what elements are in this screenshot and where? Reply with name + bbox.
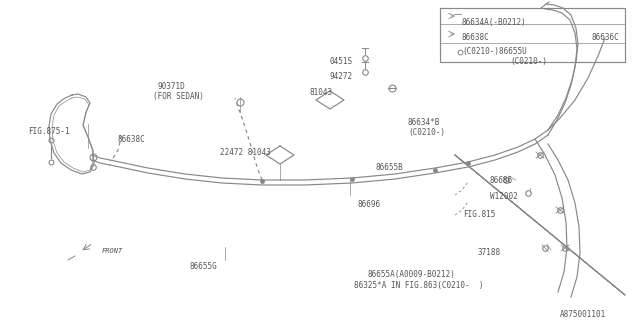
Text: 22472 81043: 22472 81043 xyxy=(220,148,271,157)
Text: 86686: 86686 xyxy=(490,176,513,185)
Text: 0451S: 0451S xyxy=(330,57,353,66)
Text: (C0210-): (C0210-) xyxy=(510,57,547,66)
Text: W12002: W12002 xyxy=(490,192,518,201)
Text: (C0210-)86655U: (C0210-)86655U xyxy=(462,47,527,56)
Text: 94272: 94272 xyxy=(330,72,353,81)
Text: 86638C: 86638C xyxy=(462,33,490,42)
Text: 86638C: 86638C xyxy=(118,135,146,144)
Text: 86634*B: 86634*B xyxy=(408,118,440,127)
Text: FIG.875-1: FIG.875-1 xyxy=(28,127,70,136)
Text: (C0210-): (C0210-) xyxy=(408,128,445,137)
Text: FIG.815: FIG.815 xyxy=(463,210,495,219)
Text: A875001101: A875001101 xyxy=(560,310,606,319)
Text: 86655B: 86655B xyxy=(375,163,403,172)
Text: 86696: 86696 xyxy=(358,200,381,209)
Text: 86636C: 86636C xyxy=(592,33,620,42)
Text: 81043: 81043 xyxy=(310,88,333,97)
Text: (FOR SEDAN): (FOR SEDAN) xyxy=(153,92,204,101)
Text: 86325*A IN FIG.863(C0210-  ): 86325*A IN FIG.863(C0210- ) xyxy=(354,281,483,290)
Text: FRONT: FRONT xyxy=(102,248,124,254)
Text: 37188: 37188 xyxy=(478,248,501,257)
Text: 86634A(-B0212): 86634A(-B0212) xyxy=(462,18,527,27)
Text: 86655A(A0009-B0212): 86655A(A0009-B0212) xyxy=(368,270,456,279)
Text: 86655G: 86655G xyxy=(190,262,218,271)
Text: 90371D: 90371D xyxy=(158,82,186,91)
